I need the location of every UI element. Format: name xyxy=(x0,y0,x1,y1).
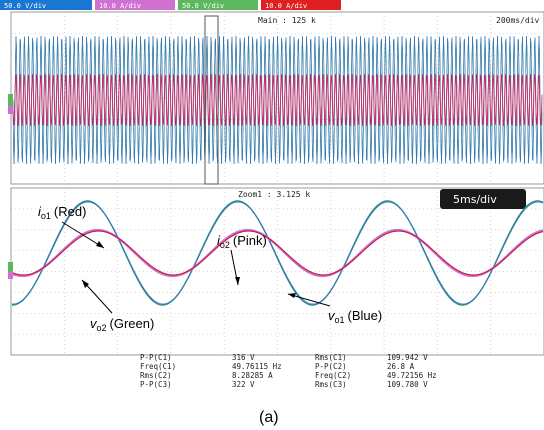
measurement-name: P-P(C3) xyxy=(140,380,172,389)
measurement-value-2: 49.72156 Hz xyxy=(387,371,437,380)
label-io1-color: (Red) xyxy=(54,204,87,219)
zoom-waveform-traces xyxy=(11,200,544,306)
measurement-value: 49.76115 Hz xyxy=(232,362,282,371)
label-io2-color: (Pink) xyxy=(233,233,267,248)
zoom-timebase-badge: 5ms/div xyxy=(440,189,526,209)
zoom-sample-label: Zoom1 : 3.125 k xyxy=(238,190,310,199)
channel-tag-c4[interactable]: 10.0 A/div xyxy=(261,0,341,10)
measurement-value-2: 26.8 A xyxy=(387,362,415,371)
label-io2-symbol: i xyxy=(217,233,221,248)
measurement-name: P-P(C1) xyxy=(140,353,172,362)
label-vo1: vo1 (Blue) xyxy=(287,293,382,325)
channel-tag-c1[interactable]: 50.0 V/div xyxy=(0,0,92,10)
svg-text:vo1(Blue): vo1 (Blue) xyxy=(328,308,382,325)
measurement-row: Freq(C1) 49.76115 Hz P-P(C2) 26.8 A xyxy=(140,362,415,371)
svg-text:io2(Pink): io2 (Pink) xyxy=(217,233,267,250)
measurement-row: P-P(C1) 316 V Rms(C1) 109.942 V xyxy=(140,353,428,362)
main-trace xyxy=(12,35,543,165)
measurement-name-2: Rms(C3) xyxy=(315,380,347,389)
measurement-name: Freq(C1) xyxy=(140,362,176,371)
timebase-label: 200ms/div xyxy=(496,16,540,25)
figure-caption: (a) xyxy=(259,409,279,426)
measurement-row: Rms(C2) 8.28285 A Freq(C2) 49.72156 Hz xyxy=(140,371,437,380)
channel-tag-c3[interactable]: 50.0 V/div xyxy=(178,0,258,10)
io1-trace xyxy=(11,230,544,276)
measurement-name: Rms(C2) xyxy=(140,371,172,380)
measurement-name-2: Rms(C1) xyxy=(315,353,347,362)
channel-tag-c1-text: 50.0 V/div xyxy=(4,2,46,10)
label-io1-symbol: i xyxy=(38,204,42,219)
measurement-value: 322 V xyxy=(232,380,255,389)
measurement-value: 8.28285 A xyxy=(232,371,273,380)
main-trace xyxy=(12,73,543,127)
label-io2-subscript: o2 xyxy=(220,240,230,250)
channel-tag-c3-text: 50.0 V/div xyxy=(182,2,224,10)
label-vo1-symbol: v xyxy=(328,308,336,323)
measurement-name-2: P-P(C2) xyxy=(315,362,347,371)
main-sample-label: Main : 125 k xyxy=(258,16,316,25)
measurement-value: 316 V xyxy=(232,353,255,362)
label-vo1-color: (Blue) xyxy=(348,308,383,323)
label-vo2-subscript: o2 xyxy=(97,323,107,333)
zoom-trigger-marker xyxy=(8,262,13,279)
label-io1-subscript: o1 xyxy=(41,211,51,221)
measurement-value-2: 109.942 V xyxy=(387,353,428,362)
label-io1: io1 (Red) xyxy=(38,204,105,249)
measurement-row: P-P(C3) 322 V Rms(C3) 109.780 V xyxy=(140,380,428,389)
main-trigger-marker xyxy=(8,94,13,114)
label-vo2: vo2 (Green) xyxy=(81,279,154,333)
label-io2: io2 (Pink) xyxy=(217,233,267,286)
main-waveform-traces xyxy=(12,35,543,165)
svg-text:vo2(Green): vo2 (Green) xyxy=(90,316,154,333)
measurement-value-2: 109.780 V xyxy=(387,380,428,389)
label-vo1-subscript: o1 xyxy=(335,315,345,325)
zoom-region-box[interactable] xyxy=(204,15,219,185)
channel-tag-c2-text: 10.0 A/div xyxy=(99,2,141,10)
vo1-trace xyxy=(11,201,544,305)
zoom-timebase-badge-text: 5ms/div xyxy=(453,193,497,206)
channel-tag-bar: 50.0 V/div 10.0 A/div 50.0 V/div 10.0 A/… xyxy=(0,0,341,10)
svg-text:io1(Red): io1 (Red) xyxy=(38,204,86,221)
measurement-name-2: Freq(C2) xyxy=(315,371,351,380)
measurement-table: P-P(C1) 316 V Rms(C1) 109.942 V Freq(C1)… xyxy=(140,353,437,389)
label-vo2-color: (Green) xyxy=(110,316,155,331)
label-vo2-symbol: v xyxy=(90,316,98,331)
channel-tag-c4-text: 10.0 A/div xyxy=(265,2,307,10)
channel-tag-c2[interactable]: 10.0 A/div xyxy=(95,0,175,10)
